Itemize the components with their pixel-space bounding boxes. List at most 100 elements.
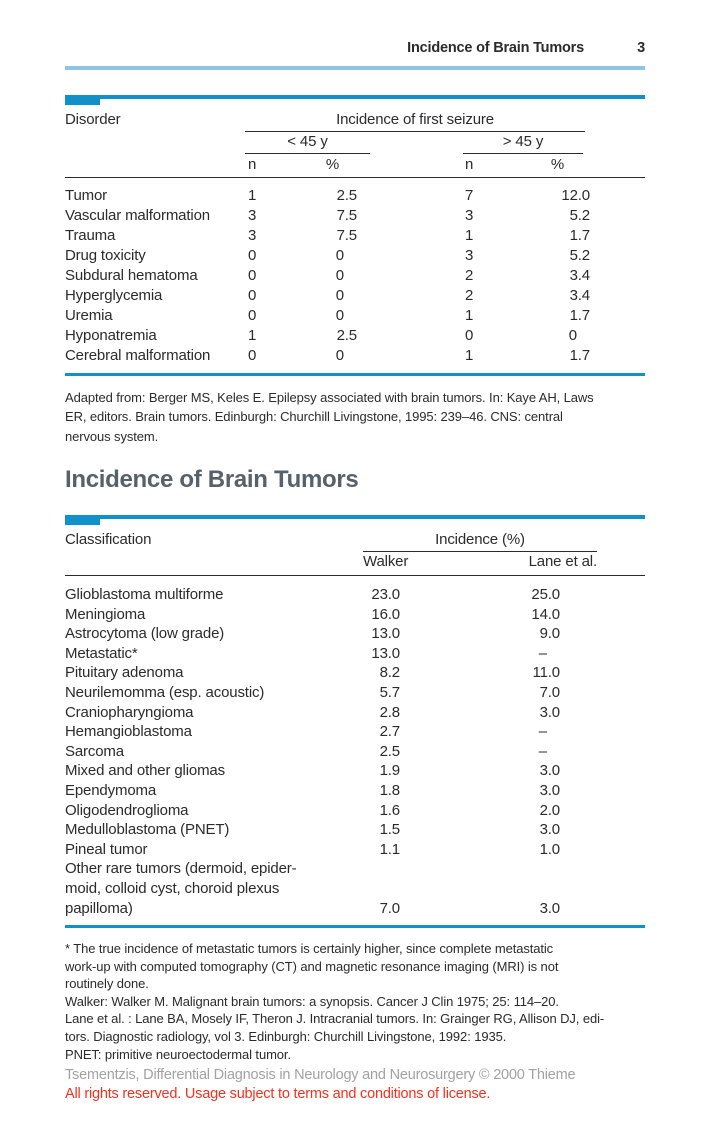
- cell-disorder: Tumor: [65, 186, 108, 204]
- table-row: Hemangioblastoma 2.7 –: [65, 722, 645, 742]
- cell-n-lt45: 1: [248, 186, 257, 204]
- table-row: Drug toxicity 0 0 3 5.2: [65, 246, 645, 266]
- cell-lane: –: [538, 644, 547, 662]
- cell-walker: 2.5: [379, 742, 401, 760]
- cell-pct-lt45: 2.5: [336, 186, 358, 204]
- seizure-table: Disorder Incidence of first seizure < 45…: [65, 111, 645, 376]
- cell-classification: Craniopharyngioma: [65, 703, 194, 721]
- cell-classification: Metastatic*: [65, 644, 138, 662]
- cell-pct-lt45: 0: [335, 286, 344, 304]
- cell-classification: Neurilemomma (esp. acoustic): [65, 683, 265, 701]
- incidence-table-accent-bar: [65, 515, 645, 525]
- copyright-block: Tsementzis, Differential Diagnosis in Ne…: [65, 1066, 645, 1104]
- cell-pct-gt45: 5.2: [569, 206, 591, 224]
- table-row: Medulloblastoma (PNET) 1.5 3.0: [65, 820, 645, 840]
- cell-n-lt45: 0: [248, 346, 257, 364]
- cell-pct-lt45: 0: [335, 346, 344, 364]
- cell-walker: 7.0: [379, 899, 401, 917]
- column-header-walker: Walker: [363, 553, 409, 570]
- page-header-title: Incidence of Brain Tumors: [407, 40, 584, 56]
- cell-lane: –: [538, 742, 547, 760]
- cell-disorder: Trauma: [65, 226, 116, 244]
- table-row: Other rare tumors (dermoid, epider- moid…: [65, 859, 645, 918]
- table-rule: [65, 575, 645, 576]
- cell-n-gt45: 3: [465, 206, 474, 224]
- footnote-lane: Lane et al. : Lane BA, Mosely IF, Theron…: [65, 1011, 605, 1045]
- cell-classification: Ependymoma: [65, 781, 157, 799]
- table-row: Cerebral malformation 0 0 1 1.7: [65, 346, 645, 366]
- cell-disorder: Drug toxicity: [65, 246, 146, 264]
- footnote-metastatic: * The true incidence of metastatic tumor…: [65, 941, 559, 992]
- incidence-table-body: Glioblastoma multiforme 23.0 25.0 Mening…: [65, 576, 645, 925]
- cell-n-lt45: 3: [248, 226, 257, 244]
- table-row: Meningioma 16.0 14.0: [65, 605, 645, 625]
- cell-walker: 1.9: [379, 762, 401, 780]
- cell-disorder: Cerebral malformation: [65, 346, 211, 364]
- cell-pct-gt45: 0: [568, 326, 577, 344]
- cell-walker: 13.0: [371, 625, 400, 643]
- span-header-incidence-pct: Incidence (%): [363, 531, 597, 552]
- cell-walker: 16.0: [371, 605, 400, 623]
- cell-disorder: Hyperglycemia: [65, 286, 163, 304]
- span-header-first-seizure: Incidence of first seizure: [245, 111, 585, 132]
- table-rule: [65, 176, 645, 178]
- cell-classification: Hemangioblastoma: [65, 723, 192, 741]
- cell-disorder: Hyponatremia: [65, 326, 157, 344]
- subheader-n-gt45: n: [465, 155, 474, 173]
- cell-lane: 11.0: [532, 664, 561, 682]
- license-notice-line: All rights reserved. Usage subject to te…: [65, 1086, 491, 1103]
- footnote-pnet: PNET: primitive neuroectodermal tumor.: [65, 1046, 291, 1062]
- seizure-table-header-row: Disorder Incidence of first seizure: [65, 111, 645, 133]
- cell-walker: 1.8: [379, 781, 401, 799]
- cell-pct-lt45: 2.5: [336, 326, 358, 344]
- cell-walker: 2.8: [379, 703, 401, 721]
- cell-n-gt45: 7: [465, 186, 474, 204]
- table-row: Pineal tumor 1.1 1.0: [65, 840, 645, 860]
- table-row: Ependymoma 1.8 3.0: [65, 781, 645, 801]
- cell-n-gt45: 2: [465, 266, 474, 284]
- cell-walker: 13.0: [371, 644, 400, 662]
- cell-walker: 5.7: [379, 683, 401, 701]
- cell-n-lt45: 0: [248, 306, 257, 324]
- cell-classification: Mixed and other gliomas: [65, 762, 225, 780]
- table-row: Hyponatremia 1 2.5 0 0: [65, 326, 645, 346]
- cell-pct-gt45: 5.2: [569, 246, 591, 264]
- cell-walker: 1.6: [379, 801, 401, 819]
- table-row: Mixed and other gliomas 1.9 3.0: [65, 761, 645, 781]
- cell-n-lt45: 0: [248, 286, 257, 304]
- stub-header-classification: Classification: [65, 531, 152, 548]
- cell-classification: Meningioma: [65, 605, 146, 623]
- cell-pct-lt45: 0: [335, 246, 344, 264]
- table-row: Glioblastoma multiforme 23.0 25.0: [65, 585, 645, 605]
- cell-n-gt45: 0: [465, 326, 474, 344]
- cell-n-gt45: 2: [465, 286, 474, 304]
- cell-lane: –: [538, 723, 547, 741]
- table-row: Oligodendroglioma 1.6 2.0: [65, 801, 645, 821]
- footnote-walker: Walker: Walker M. Malignant brain tumors…: [65, 993, 559, 1009]
- cell-lane: 7.0: [539, 683, 561, 701]
- cell-pct-lt45: 7.5: [336, 226, 358, 244]
- cell-disorder: Vascular malformation: [65, 206, 210, 224]
- table-row: Vascular malformation 3 7.5 3 5.2: [65, 206, 645, 226]
- cell-classification: Astrocytoma (low grade): [65, 625, 225, 643]
- cell-disorder: Subdural hematoma: [65, 266, 198, 284]
- cell-walker: 23.0: [371, 586, 400, 603]
- subheader-pct-lt45: %: [325, 155, 340, 173]
- incidence-table-header-row: Classification Incidence (%): [65, 531, 645, 553]
- cell-pct-gt45: 1.7: [569, 306, 591, 324]
- cell-pct-lt45: 0: [335, 306, 344, 324]
- cell-walker: 2.7: [379, 723, 401, 741]
- cell-pct-lt45: 7.5: [336, 206, 358, 224]
- cell-n-gt45: 1: [465, 226, 474, 244]
- table-row: Neurilemomma (esp. acoustic) 5.7 7.0: [65, 683, 645, 703]
- column-header-lane: Lane et al.: [528, 553, 598, 570]
- section-title: Incidence of Brain Tumors: [65, 466, 359, 493]
- table-caption: Adapted from: Berger MS, Keles E. Epilep…: [65, 389, 594, 444]
- cell-classification: Other rare tumors (dermoid, epider- moid…: [65, 860, 297, 917]
- cell-pct-lt45: 0: [335, 266, 344, 284]
- cell-walker: 1.5: [379, 821, 401, 839]
- table-row: Uremia 0 0 1 1.7: [65, 306, 645, 326]
- subheader-n-lt45: n: [248, 155, 257, 173]
- cell-lane: 3.0: [539, 762, 561, 780]
- footnotes-block: * The true incidence of metastatic tumor…: [65, 940, 645, 1063]
